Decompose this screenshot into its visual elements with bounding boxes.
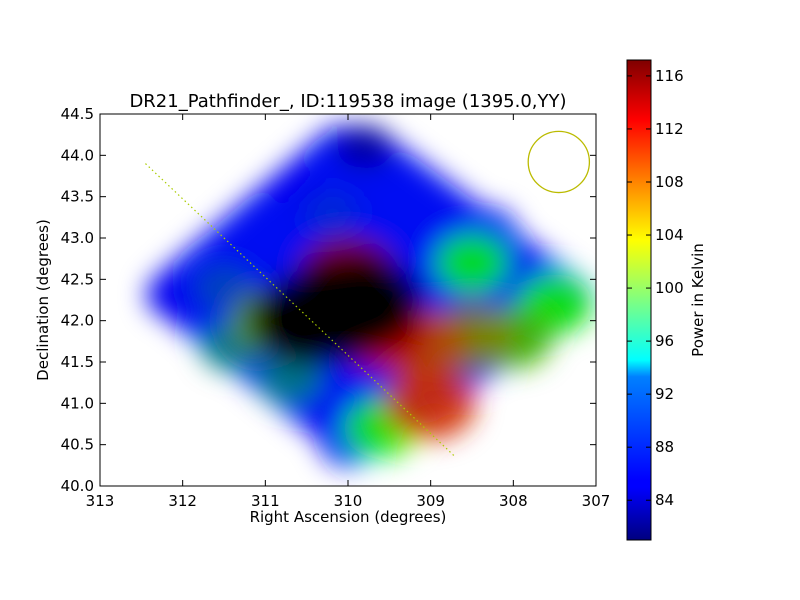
x-tick-label: 311	[251, 492, 280, 510]
y-tick-label: 41.0	[61, 394, 94, 412]
heatmap-field	[145, 125, 593, 467]
field-point	[269, 262, 394, 363]
colorbar-gradient	[627, 60, 651, 540]
colorbar-tick-label: 116	[655, 67, 684, 85]
beam-size-circle	[527, 130, 591, 194]
y-tick-label: 43.5	[61, 188, 94, 206]
field-point	[146, 273, 202, 318]
colorbar-tick-label: 88	[655, 438, 674, 456]
y-tick-label: 42.0	[61, 312, 94, 330]
x-axis-label: Right Ascension (degrees)	[250, 508, 447, 526]
colorbar-tick-label: 104	[655, 226, 684, 244]
chart-title: DR21_Pathfinder_, ID:119538 image (1395.…	[129, 91, 566, 112]
field-point	[385, 366, 477, 440]
colorbar-tick-label: 96	[655, 332, 674, 350]
y-tick-label: 43.0	[61, 229, 94, 247]
heatmap-layer	[145, 125, 593, 467]
colorbar-tick-label: 108	[655, 173, 684, 191]
colorbar-frame	[626, 59, 652, 541]
y-tick-label: 42.5	[61, 270, 94, 288]
x-tick-label: 307	[582, 492, 611, 510]
x-tick-label: 310	[334, 492, 363, 510]
y-tick-label: 40.5	[61, 436, 94, 454]
colorbar-ticks: 84 88 92 96 100 104 108 112 116	[627, 67, 684, 509]
x-tick-label: 308	[499, 492, 528, 510]
y-tick-label: 44.5	[61, 105, 94, 123]
field-point	[435, 233, 509, 292]
colorbar-tick-label: 84	[655, 491, 674, 509]
x-tick-label: 312	[168, 492, 197, 510]
field-point	[337, 125, 392, 170]
field-point	[378, 174, 434, 219]
y-axis: 40.0 40.5 41.0 41.5 42.0 42.5 43.0 43.5 44.0 44.5	[61, 105, 596, 495]
field-point	[194, 263, 254, 312]
colorbar-label: Power in Kelvin	[689, 243, 707, 357]
field-point	[302, 190, 361, 237]
x-tick-label: 313	[86, 492, 115, 510]
overlay-layer	[145, 130, 591, 458]
field-blobs	[146, 125, 593, 467]
y-tick-label: 41.5	[61, 353, 94, 371]
y-axis-label: Declination (degrees)	[34, 219, 52, 381]
scan-track-line	[145, 163, 456, 458]
y-tick-label: 40.0	[61, 477, 94, 495]
y-tick-label: 44.0	[61, 146, 94, 164]
x-axis: 313 312 311 310 309 308 307	[86, 114, 611, 510]
colorbar-tick-label: 100	[655, 279, 684, 297]
colorbar: 84 88 92 96 100 104 108 112 116	[626, 59, 684, 541]
colorbar-tick-label: 92	[655, 385, 674, 403]
colorbar-tick-label: 112	[655, 120, 684, 138]
x-tick-label: 309	[416, 492, 445, 510]
